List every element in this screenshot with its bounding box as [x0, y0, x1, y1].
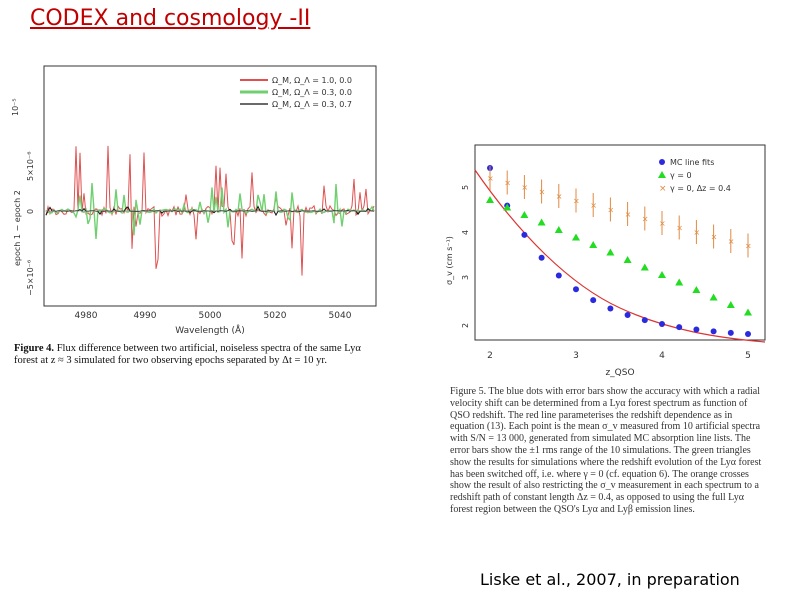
gamma0-point: [589, 241, 598, 248]
mc-fit-point: [659, 321, 665, 328]
dz04-point: ×: [521, 183, 528, 192]
y-axis-label: σ_v (cm s⁻¹): [445, 236, 454, 285]
gamma0-point: [640, 263, 649, 271]
y-tick-4: 4: [461, 230, 470, 235]
gamma0-point: [709, 293, 718, 301]
legend: Ω_M, Ω_Λ = 1.0, 0.0 Ω_M, Ω_Λ = 0.3, 0.0 …: [240, 76, 352, 109]
dz04-point: ×: [590, 201, 597, 210]
dz04-point: ×: [728, 237, 735, 246]
legend-item-3: Ω_M, Ω_Λ = 0.3, 0.7: [272, 100, 352, 109]
dz04-point: ×: [676, 224, 683, 233]
y-tick-1e-5: 10⁻⁵: [11, 98, 20, 116]
x-tick-4: 4: [659, 351, 665, 361]
gamma0-point: [486, 196, 494, 203]
x-tick-4980: 4980: [75, 311, 98, 321]
gamma0-point: [572, 233, 580, 241]
gamma0-point: [692, 286, 701, 293]
mc-fit-point: [590, 297, 597, 304]
gamma0-point: [606, 248, 615, 256]
legend-item-2: γ = 0: [670, 171, 692, 180]
mc-fit-point: [624, 311, 631, 318]
mc-fit-point: [555, 272, 562, 279]
x-axis-label: z_QSO: [605, 368, 634, 378]
mc-fit-point: [573, 286, 579, 293]
dz04-point: ×: [504, 179, 511, 188]
dz04-point: ×: [556, 192, 563, 201]
figure-velocity-accuracy: × × × × × × × × × × × × × × × × 2 3 4 5 z_QSO 2 3 4 5 σ…: [430, 140, 770, 550]
y-tick-0: 0: [26, 209, 35, 214]
dz04-point: ×: [659, 219, 666, 228]
x-tick-3: 3: [573, 351, 579, 361]
x-tick-5040: 5040: [329, 311, 352, 321]
flux-difference-plot: 10⁻⁵ 5×10⁻⁶ 0 −5×10⁻⁶ epoch 1 − epoch 2 …: [11, 65, 377, 336]
dz04-point: ×: [693, 228, 700, 237]
citation-credit: Liske et al., 2007, in preparation: [480, 570, 740, 589]
x-axis-label: Wavelength (Å): [175, 324, 244, 336]
legend-item-1: MC line fits: [670, 158, 714, 167]
dz04-point: ×: [711, 233, 718, 242]
dz04-point: ×: [625, 210, 632, 219]
gamma0-point: [503, 203, 512, 211]
y-tick-neg5e-6: −5×10⁻⁶: [26, 260, 35, 296]
x-tick-2: 2: [487, 351, 493, 361]
mc-fit-point: [607, 305, 614, 312]
gamma0-point: [520, 211, 529, 218]
y-tick-5: 5: [461, 185, 470, 190]
legend-marker-blue: [659, 159, 665, 165]
legend-marker-orange: ×: [659, 184, 667, 194]
y-tick-2: 2: [461, 323, 470, 328]
gamma0-point: [623, 256, 632, 263]
x-tick-4990: 4990: [134, 311, 157, 321]
legend-item-2: Ω_M, Ω_Λ = 0.3, 0.0: [272, 88, 352, 97]
mc-fit-point: [676, 324, 683, 331]
gamma0-point: [658, 271, 666, 278]
legend-marker-green: [658, 171, 666, 178]
y-tick-5e-6: 5×10⁻⁶: [26, 152, 35, 181]
y-axis-label: epoch 1 − epoch 2: [13, 190, 22, 266]
fit-curve: [474, 169, 766, 343]
dz04-point: ×: [745, 242, 752, 251]
dz04-point: ×: [539, 188, 546, 197]
gamma0-point: [726, 301, 735, 308]
dz04-point: ×: [607, 206, 614, 215]
figure5-caption: Figure 5. The blue dots with error bars …: [450, 386, 762, 515]
x-tick-5020: 5020: [264, 311, 287, 321]
gamma0-point: [744, 308, 752, 316]
x-tick-5000: 5000: [199, 311, 222, 321]
figure-flux-difference: 10⁻⁵ 5×10⁻⁶ 0 −5×10⁻⁶ epoch 1 − epoch 2 …: [0, 56, 392, 396]
slide-title: CODEX and cosmology -II: [30, 6, 311, 31]
figure4-caption-text: Flux difference between two artificial, …: [14, 343, 361, 367]
mc-fit-point: [538, 254, 545, 261]
mc-fit-point: [693, 326, 700, 333]
dz04-point: ×: [573, 197, 580, 206]
legend-item-3: γ = 0, Δz = 0.4: [670, 184, 731, 193]
mc-fit-point: [641, 317, 648, 324]
mc-fit-point: [710, 328, 717, 335]
gamma0-point: [554, 226, 563, 233]
gamma0-point: [675, 278, 684, 286]
mc-fit-point: [727, 329, 734, 336]
legend: MC line fits γ = 0 × γ = 0, Δz = 0.4: [658, 158, 731, 194]
figure4-caption-head: Figure 4.: [14, 343, 55, 354]
velocity-accuracy-plot: × × × × × × × × × × × × × × × × 2 3 4 5 z_QSO 2 3 4 5 σ…: [445, 144, 766, 378]
mc-fit-point: [521, 231, 528, 238]
gamma0-point: [537, 218, 546, 226]
mc-fit-point: [745, 331, 751, 338]
legend-item-1: Ω_M, Ω_Λ = 1.0, 0.0: [272, 76, 352, 85]
dz04-point: ×: [642, 215, 649, 224]
figure4-caption: Figure 4. Flux difference between two ar…: [14, 343, 382, 368]
y-tick-3: 3: [461, 275, 470, 280]
x-tick-5: 5: [745, 351, 751, 361]
dz04-point: ×: [487, 174, 494, 183]
